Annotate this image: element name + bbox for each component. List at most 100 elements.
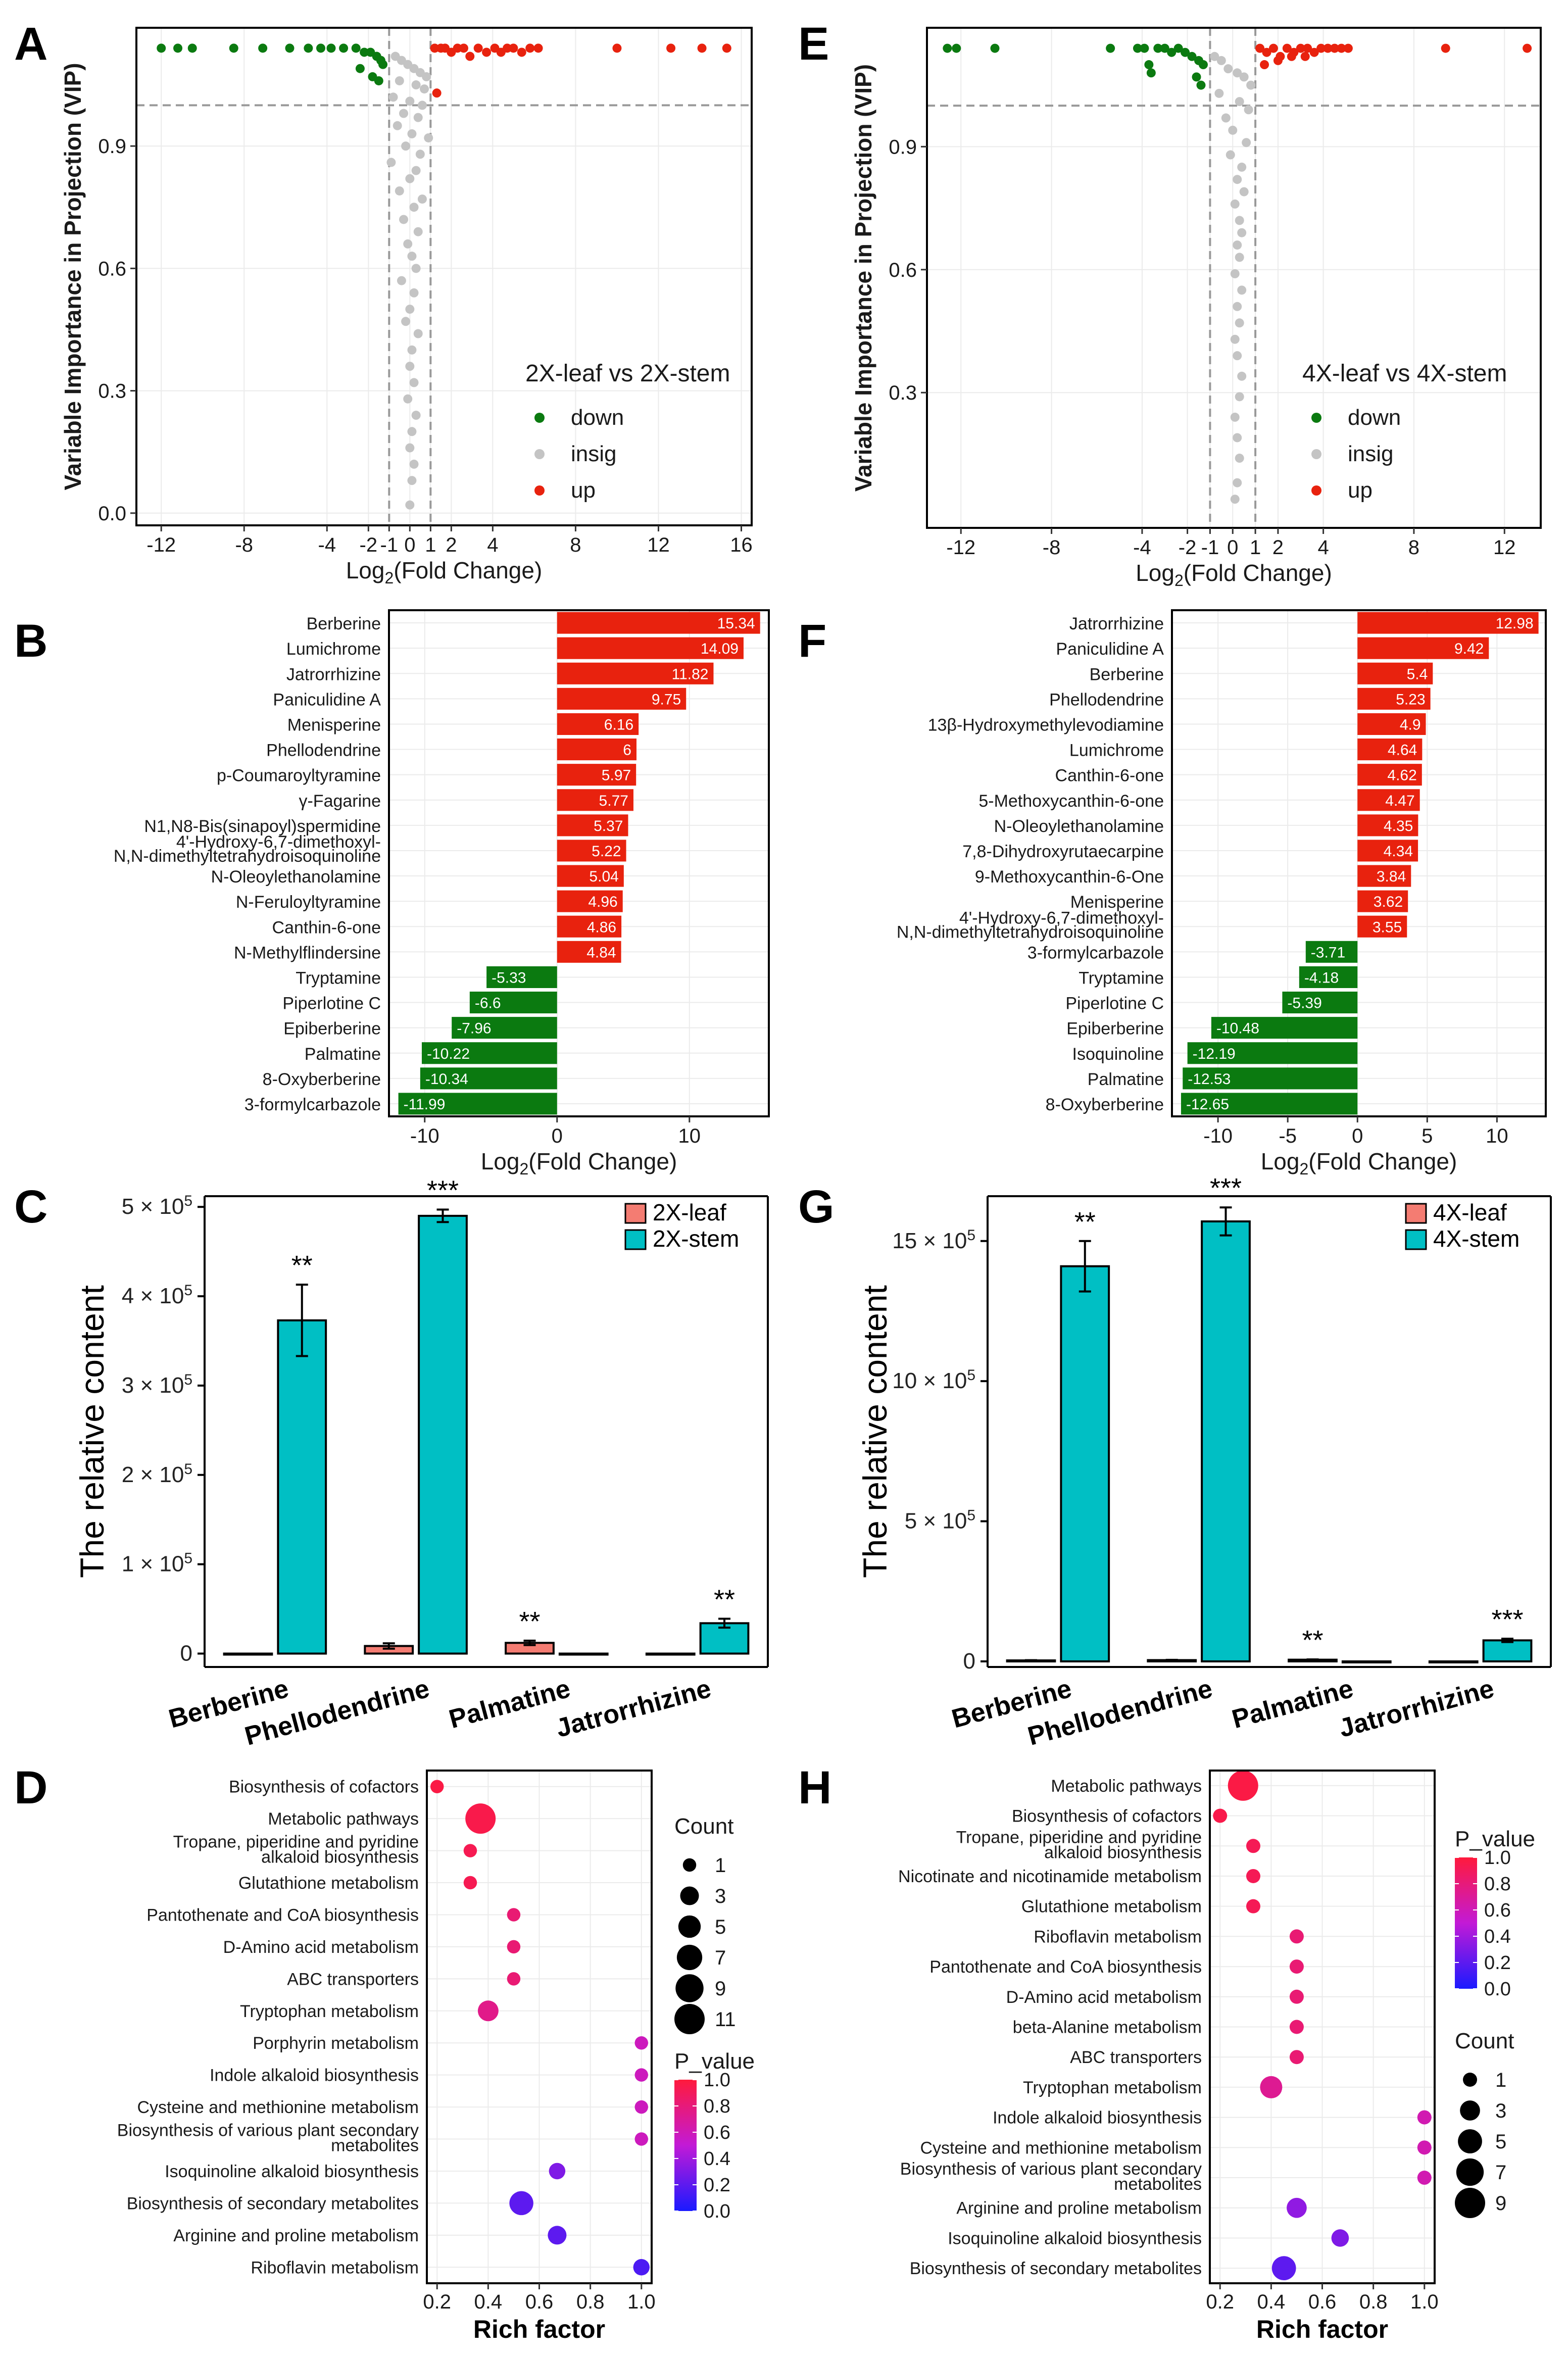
point-up xyxy=(697,43,707,53)
x-tick-label: -10 xyxy=(410,1125,439,1147)
point-insig xyxy=(411,264,421,273)
point-up xyxy=(430,43,439,53)
category-label: 3-formylcarbazole xyxy=(244,1095,381,1114)
bar-value-label: -10.34 xyxy=(425,1071,468,1088)
x-tick-label: 8 xyxy=(1408,536,1419,559)
panel-letter-d: D xyxy=(14,1762,47,1813)
category-label: Jatrorrhizine xyxy=(1069,614,1164,633)
x-tick-label: -8 xyxy=(1043,536,1061,559)
y-tick-label: 0.0 xyxy=(98,503,126,525)
point-insig xyxy=(1230,412,1240,422)
point-down xyxy=(1146,68,1156,78)
point-up xyxy=(482,47,492,57)
point-up xyxy=(1255,43,1265,53)
p-legend-tick-label: 0.2 xyxy=(704,2175,730,2196)
category-label: Jatrorrhizine xyxy=(1336,1674,1497,1744)
point-insig xyxy=(409,378,419,387)
significance-label: *** xyxy=(427,1175,459,1206)
point-insig xyxy=(1242,138,1251,148)
x-tick-label: 1 xyxy=(425,534,436,556)
term-label: D-Amino acid metabolism xyxy=(223,1938,419,1957)
point-down xyxy=(173,43,183,53)
category-label: 13β-Hydroxymethylevodiamine xyxy=(928,715,1164,734)
term-label: Porphyrin metabolism xyxy=(253,2034,419,2053)
count-legend-label: 3 xyxy=(1495,2100,1506,2122)
category-label: Piperlotine C xyxy=(1065,994,1164,1013)
category-label: 5-Methoxycanthin-6-one xyxy=(978,792,1164,811)
bar-0 xyxy=(645,1652,696,1656)
point-insig xyxy=(1237,371,1247,381)
category-label: Canthin-6-one xyxy=(1055,766,1164,786)
bar xyxy=(557,915,622,938)
term-label: Biosynthesis of various plant secondary xyxy=(900,2159,1202,2179)
bar-value-label: -11.99 xyxy=(404,1096,446,1113)
count-legend-dot xyxy=(678,1915,701,1938)
bar-value-label: -12.53 xyxy=(1188,1071,1231,1088)
x-tick-label: -2 xyxy=(1179,536,1197,559)
y-tick-label: 0.9 xyxy=(889,136,917,158)
p-legend-tick-label: 0.4 xyxy=(704,2148,730,2170)
bar-1 xyxy=(558,1652,609,1656)
point-insig xyxy=(403,394,413,404)
point-down xyxy=(1198,60,1208,70)
x-tick-label: 0.6 xyxy=(1308,2291,1337,2313)
point-insig xyxy=(405,305,415,314)
x-tick-label: -1 xyxy=(1201,536,1219,559)
y-tick-label: 4 × 105 xyxy=(122,1282,192,1308)
bar xyxy=(1357,713,1426,735)
category-label: Palmatine xyxy=(1229,1674,1356,1735)
enrichment-dot xyxy=(463,1844,477,1857)
y-axis-label: The relative content xyxy=(73,1285,111,1578)
point-insig xyxy=(1223,64,1233,74)
point-down xyxy=(285,43,295,53)
category-label: p-Coumaroyltyramine xyxy=(217,766,381,786)
p-legend-title: P_value xyxy=(674,2049,755,2074)
category-label: Canthin-6-one xyxy=(272,918,381,937)
x-tick-label: 16 xyxy=(730,534,753,556)
point-up xyxy=(1303,43,1312,53)
x-tick-label: -12 xyxy=(946,536,975,559)
category-label: Jatrorrhizine xyxy=(286,665,381,684)
point-down xyxy=(378,60,388,69)
count-legend-label: 3 xyxy=(715,1885,726,1907)
p-legend-tick-label: 0.2 xyxy=(1484,1952,1511,1974)
point-insig xyxy=(403,239,413,249)
category-label: Phellodendrine xyxy=(266,741,381,760)
count-legend-dot xyxy=(1460,2100,1480,2121)
category-label: Epiberberine xyxy=(283,1019,381,1039)
legend-label-up: up xyxy=(571,478,596,503)
term-label: Tryptophan metabolism xyxy=(240,2002,419,2021)
bar-value-label: -6.6 xyxy=(475,995,501,1012)
panel-letter-c: C xyxy=(14,1181,47,1233)
point-insig xyxy=(1210,52,1219,61)
category-label: 8-Oxyberberine xyxy=(1046,1095,1164,1114)
category-label: Berberine xyxy=(1090,665,1164,684)
enrichment-dot xyxy=(1246,1869,1260,1883)
point-insig xyxy=(405,443,415,453)
bar xyxy=(557,890,623,912)
enrichment-dot xyxy=(1289,1959,1304,1974)
legend-label: 2X-leaf xyxy=(653,1199,726,1225)
point-insig xyxy=(1230,269,1240,278)
point-up xyxy=(1268,43,1278,53)
enrichment-dot xyxy=(548,2226,567,2245)
point-down xyxy=(1187,52,1197,61)
bar xyxy=(420,1067,557,1090)
enrichment-dot xyxy=(634,2068,649,2082)
category-label: N-Feruloyltyramine xyxy=(236,893,381,912)
point-insig xyxy=(407,476,417,485)
enrichment-dot xyxy=(633,2259,650,2276)
plot-panel xyxy=(136,28,752,525)
enrichment-dot xyxy=(1289,1989,1304,2004)
count-legend-label: 5 xyxy=(715,1916,726,1938)
bar-value-label: 4.35 xyxy=(1384,818,1413,835)
p-legend-tick-label: 1.0 xyxy=(704,2070,730,2091)
bar xyxy=(1282,992,1358,1014)
y-tick-label: 5 × 105 xyxy=(122,1193,192,1219)
point-down xyxy=(351,43,361,53)
term-label: Biosynthesis of cofactors xyxy=(1012,1807,1202,1826)
bar-value-label: 14.09 xyxy=(701,641,739,657)
point-up xyxy=(509,43,518,53)
point-insig xyxy=(415,150,425,159)
bar-value-label: 9.75 xyxy=(652,691,681,708)
